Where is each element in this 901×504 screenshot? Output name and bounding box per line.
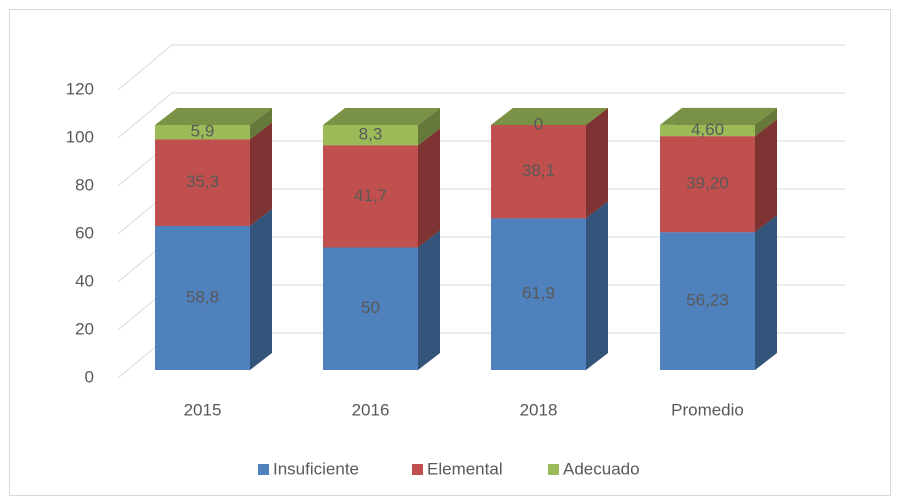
y-tick-label: 60 xyxy=(75,223,94,242)
bar-segment xyxy=(660,136,755,233)
data-label: 50 xyxy=(361,298,380,317)
bar-side xyxy=(755,119,777,233)
grid-line xyxy=(117,44,845,91)
bar-segment xyxy=(323,125,418,146)
bar-side xyxy=(250,208,272,370)
data-label: 38,1 xyxy=(522,161,555,180)
bar-segment xyxy=(491,218,586,370)
x-tick-label: 2016 xyxy=(352,400,390,419)
data-label: 39,20 xyxy=(686,174,729,193)
bar-side xyxy=(586,201,608,370)
bar-side xyxy=(418,230,440,370)
y-tick-label: 80 xyxy=(75,175,94,194)
legend-label: Insuficiente xyxy=(273,459,359,478)
bar-segment xyxy=(155,125,250,140)
bar-side xyxy=(755,215,777,370)
data-label: 8,3 xyxy=(359,125,383,144)
data-label: 41,7 xyxy=(354,186,387,205)
data-label: 58,8 xyxy=(186,287,219,306)
bar-side xyxy=(418,108,440,146)
bar-segment xyxy=(491,125,586,219)
bar-side xyxy=(250,122,272,226)
data-label: 0 xyxy=(534,114,543,133)
data-label: 56,23 xyxy=(686,291,729,310)
data-label: 5,9 xyxy=(191,122,215,141)
y-tick-label: 20 xyxy=(75,319,94,338)
data-label: 4,60 xyxy=(691,120,724,139)
bar-top xyxy=(660,107,777,125)
legend-label: Elemental xyxy=(427,459,503,478)
y-tick-label: 40 xyxy=(75,271,94,290)
bar-side xyxy=(250,108,272,140)
x-tick-label: 2018 xyxy=(520,400,558,419)
bar-side xyxy=(755,107,777,137)
bar-segment xyxy=(155,139,250,226)
bar-segment xyxy=(323,145,418,248)
legend-swatch xyxy=(548,464,559,475)
bar-segment xyxy=(660,124,755,137)
y-tick-label: 0 xyxy=(85,367,94,386)
legend-swatch xyxy=(258,464,269,475)
bar-side xyxy=(418,128,440,248)
bar-segment xyxy=(660,232,755,370)
legend-swatch xyxy=(412,464,423,475)
bar-top xyxy=(155,108,272,125)
bar-top xyxy=(323,108,440,125)
bar-segment xyxy=(323,247,418,370)
bar-top xyxy=(491,108,608,125)
data-label: 61,9 xyxy=(522,284,555,303)
bar-segment xyxy=(155,225,250,370)
y-tick-label: 100 xyxy=(66,127,94,146)
x-tick-label: Promedio xyxy=(671,400,744,419)
grid-line xyxy=(117,92,845,139)
y-tick-label: 120 xyxy=(66,79,94,98)
legend-label: Adecuado xyxy=(563,459,640,478)
x-tick-label: 2015 xyxy=(184,400,222,419)
data-label: 35,3 xyxy=(186,172,219,191)
bar-side xyxy=(586,108,608,219)
